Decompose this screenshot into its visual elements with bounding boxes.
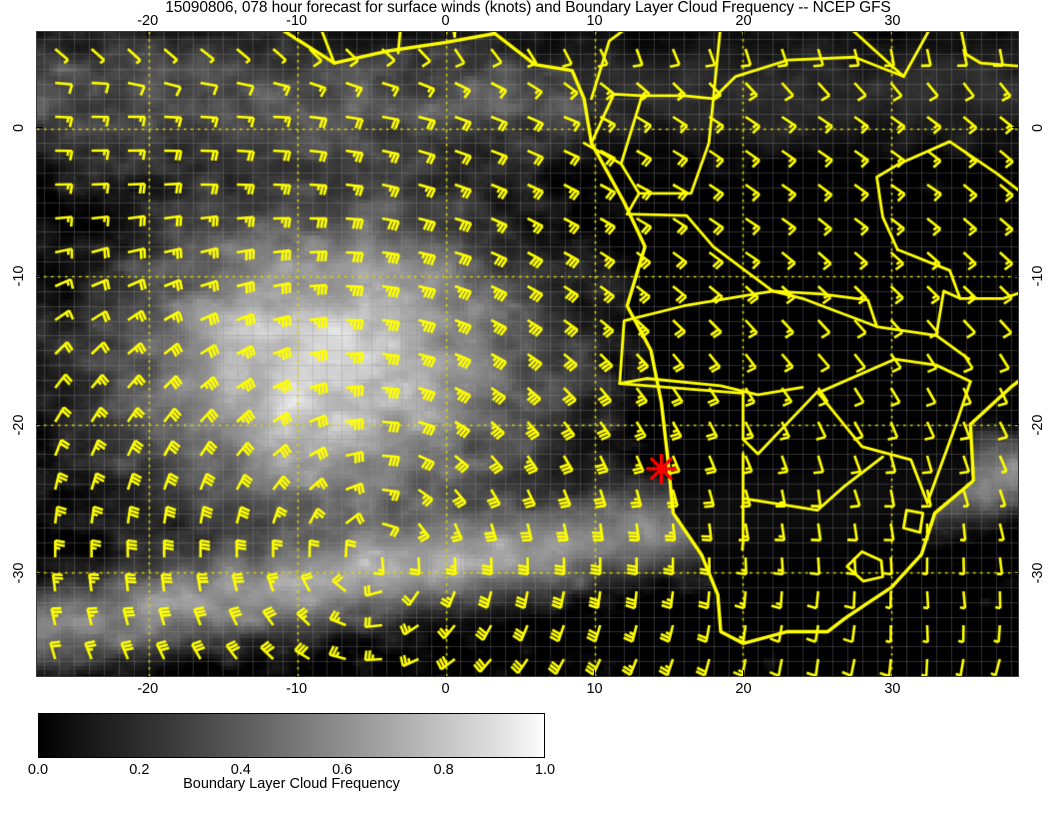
- x-tickmark-bot-10: [594, 670, 596, 677]
- y-tick-right--30: -30: [1030, 562, 1046, 584]
- colorbar-tick-0.0: 0.0: [27, 762, 49, 778]
- x-tick-top-20: 20: [735, 13, 752, 29]
- colorbar-label: Boundary Layer Cloud Frequency: [183, 776, 400, 792]
- x-tick-top-10: 10: [586, 13, 603, 29]
- colorbar: [38, 713, 545, 758]
- x-tick-top--10: -10: [286, 13, 308, 29]
- map-plot-area[interactable]: [36, 31, 1019, 677]
- colorbar-tick-0.4: 0.4: [230, 762, 251, 778]
- x-tickmark-top--20: [147, 31, 149, 38]
- y-tickmark-right--10: [1012, 275, 1019, 277]
- x-tickmark-top-10: [594, 31, 596, 38]
- y-tick-left--30: -30: [11, 562, 27, 584]
- colorbar-tick-0.2: 0.2: [129, 762, 150, 778]
- y-tick-right-0: 0: [1030, 123, 1046, 132]
- x-tick-top--20: -20: [137, 13, 159, 29]
- y-tick-left--20: -20: [11, 414, 27, 436]
- x-tickmark-bot-30: [891, 670, 893, 677]
- map-canvas[interactable]: [37, 32, 1018, 676]
- y-tickmark-left--30: [36, 572, 43, 574]
- x-tick-bottom--10: -10: [286, 681, 308, 697]
- y-tick-left--10: -10: [11, 265, 27, 287]
- x-tick-top-0: 0: [441, 13, 450, 29]
- x-tick-bottom-0: 0: [441, 681, 450, 697]
- page-title: 15090806, 078 hour forecast for surface …: [165, 0, 891, 16]
- y-tick-right--10: -10: [1030, 265, 1046, 287]
- y-tickmark-left--10: [36, 275, 43, 277]
- x-tick-bottom-10: 10: [586, 681, 603, 697]
- colorbar-tick-1.0: 1.0: [534, 762, 556, 778]
- x-tick-top-30: 30: [884, 13, 901, 29]
- x-tickmark-top-0: [445, 31, 447, 38]
- x-tickmark-bot--10: [296, 670, 298, 677]
- x-tick-bottom--20: -20: [137, 681, 159, 697]
- y-tick-right--20: -20: [1030, 414, 1046, 436]
- x-tick-bottom-20: 20: [735, 681, 752, 697]
- x-tickmark-bot-20: [742, 670, 744, 677]
- colorbar-tick-0.6: 0.6: [332, 762, 353, 778]
- x-tickmark-top-30: [891, 31, 893, 38]
- x-tickmark-top-20: [742, 31, 744, 38]
- x-tickmark-bot--20: [147, 670, 149, 677]
- y-tickmark-right--30: [1012, 572, 1019, 574]
- x-tickmark-bot-0: [445, 670, 447, 677]
- y-tickmark-right--20: [1012, 424, 1019, 426]
- y-tickmark-left-0: [36, 127, 43, 129]
- x-tick-bottom-30: 30: [884, 681, 901, 697]
- x-tickmark-top--10: [296, 31, 298, 38]
- colorbar-tick-0.8: 0.8: [433, 762, 454, 778]
- y-tickmark-left--20: [36, 424, 43, 426]
- y-tick-left-0: 0: [11, 123, 27, 132]
- y-tickmark-right-0: [1012, 127, 1019, 129]
